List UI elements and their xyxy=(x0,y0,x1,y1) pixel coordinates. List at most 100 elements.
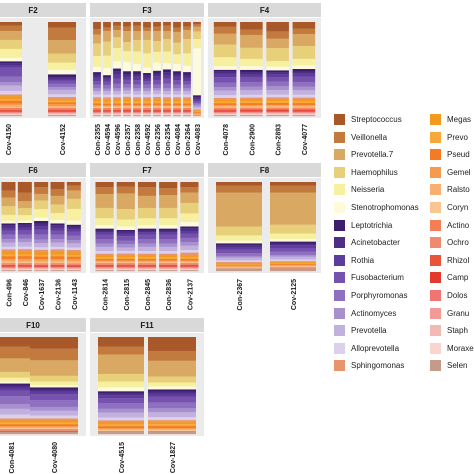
bar-segment-megas xyxy=(148,422,196,425)
bar-segment-streptococcus xyxy=(180,182,199,188)
bar-segment-porphyromonas xyxy=(123,84,131,88)
bar-segment-rhizol xyxy=(143,109,151,111)
bar-segment-fusobacterium xyxy=(0,390,30,397)
bar-segment-alloprevotella xyxy=(153,94,161,98)
bar-segment-prevotella xyxy=(133,90,141,95)
bar-segment-sphingomonas xyxy=(292,97,316,100)
bar-segment-dolos xyxy=(34,266,49,268)
bar-segment-leptotrichia xyxy=(116,229,135,232)
legend-label: Prevotella.7 xyxy=(351,150,394,160)
bar-segment-neisseria xyxy=(34,209,49,218)
bar-segment-haemophilus xyxy=(173,42,181,55)
bar-segment-granu xyxy=(123,112,131,114)
bar-segment-gemel xyxy=(98,428,144,430)
bar-segment-dolos xyxy=(123,111,131,113)
bar-segment-acinetobacter xyxy=(266,72,289,75)
bar-segment-rhizol xyxy=(133,109,141,111)
bar-segment-prevotella-7 xyxy=(95,194,114,209)
bar-segment-prevotella-7 xyxy=(143,30,151,41)
bar-segment-prevo xyxy=(213,101,237,104)
bar-segment-acinetobacter xyxy=(66,226,81,230)
bar-segment-granu xyxy=(292,112,316,114)
bar-segment-streptococcus xyxy=(0,337,30,347)
bar-segment-veillonella xyxy=(216,185,262,193)
bar-segment-fusobacterium xyxy=(143,81,151,85)
legend-label: Haemophilus xyxy=(351,167,398,177)
bar-segment-sphingomonas xyxy=(193,109,201,111)
bar-segment-actino xyxy=(0,107,22,109)
bar-segment-haemophilus xyxy=(30,375,78,382)
bar-segment-neisseria xyxy=(50,213,65,221)
bar-segment-neisseria xyxy=(17,215,32,221)
bar-segment-stenotrophomonas xyxy=(50,220,65,224)
bar-segment-megas xyxy=(1,251,16,255)
bar-segment-neisseria xyxy=(66,208,81,221)
bar-segment-camp xyxy=(1,265,16,267)
bar-segment-actino xyxy=(148,431,196,433)
bar-segment-camp xyxy=(34,265,49,267)
bar-segment-sphingomonas xyxy=(123,96,131,99)
bar-segment-haemophilus xyxy=(50,204,65,214)
bar-segment-rothia xyxy=(193,99,201,102)
bar-segment-actino xyxy=(103,108,111,110)
bar-segment-sphingomonas xyxy=(180,252,199,256)
bar-segment-staph xyxy=(163,113,171,115)
bar-segment-haemophilus xyxy=(216,226,262,236)
bar-segment-ralsto xyxy=(266,105,289,107)
bar-segment-fusobacterium xyxy=(266,76,289,82)
bar-segment-selen xyxy=(48,115,76,117)
legend-swatch xyxy=(430,114,441,125)
bar-segment-alloprevotella xyxy=(216,260,262,263)
bar-segment-stenotrophomonas xyxy=(240,66,263,71)
bar-segment-acinetobacter xyxy=(240,72,263,75)
bar-segment-leptotrichia xyxy=(123,71,131,75)
legend-swatch xyxy=(430,342,441,354)
bar-segment-selen xyxy=(266,115,289,117)
bar-segment-stenotrophomonas xyxy=(270,238,316,242)
bar-segment-porphyromonas xyxy=(270,251,316,256)
bar-segment-coryn xyxy=(116,262,135,264)
bar-segment-ochro xyxy=(0,430,30,432)
bar-segment-alloprevotella xyxy=(98,417,144,421)
bar-segment-coryn xyxy=(148,430,196,432)
bar-segment-megas xyxy=(153,98,161,102)
bar-segment-camp xyxy=(266,110,289,112)
bar-segment-porphyromonas xyxy=(163,83,171,89)
bar-segment-rothia xyxy=(113,73,121,79)
bar-segment-neisseria xyxy=(137,218,157,226)
bar-segment-veillonella xyxy=(1,190,16,198)
bar-segment-camp xyxy=(213,110,237,112)
bar-segment-ralsto xyxy=(103,106,111,108)
bar-segment-veillonella xyxy=(213,26,237,34)
bar-segment-sphingomonas xyxy=(113,97,121,100)
bar-segment-alloprevotella xyxy=(1,246,16,250)
legend-swatch xyxy=(430,202,441,213)
bar-segment-sphingomonas xyxy=(163,97,171,100)
bar-segment-sphingomonas xyxy=(103,97,111,100)
bar-segment-ralsto xyxy=(180,261,199,263)
bar-segment-porphyromonas xyxy=(30,400,78,407)
bar-segment-prevo xyxy=(95,257,114,260)
bar-segment-actino xyxy=(143,107,151,109)
bar-segment-rhizol xyxy=(173,109,181,111)
bar-segment-porphyromonas xyxy=(66,235,81,241)
bar-segment-streptococcus xyxy=(0,22,22,26)
bar-segment-veillonella xyxy=(30,348,78,361)
bar-segment-prevotella xyxy=(159,246,178,252)
bar-segment-acinetobacter xyxy=(103,76,111,79)
legend-label: Fusobacterium xyxy=(351,273,404,283)
bar-segment-ochro xyxy=(34,264,49,266)
x-tick-label: Cov-4594 xyxy=(105,124,112,155)
bar-segment-sphingomonas xyxy=(133,97,141,100)
bar-segment-staph xyxy=(183,113,191,115)
bar-segment-stenotrophomonas xyxy=(213,66,237,71)
bar-segment-ochro xyxy=(48,108,76,110)
bar-segment-stenotrophomonas xyxy=(48,69,76,75)
bar-segment-granu xyxy=(95,267,114,269)
bar-segment-selen xyxy=(183,115,191,117)
panel-title: F3 xyxy=(142,6,152,15)
bar-segment-coryn xyxy=(34,262,49,264)
bar-segment-dolos xyxy=(95,266,114,268)
panel-strip xyxy=(90,318,204,332)
bar-segment-gemel xyxy=(133,105,141,107)
